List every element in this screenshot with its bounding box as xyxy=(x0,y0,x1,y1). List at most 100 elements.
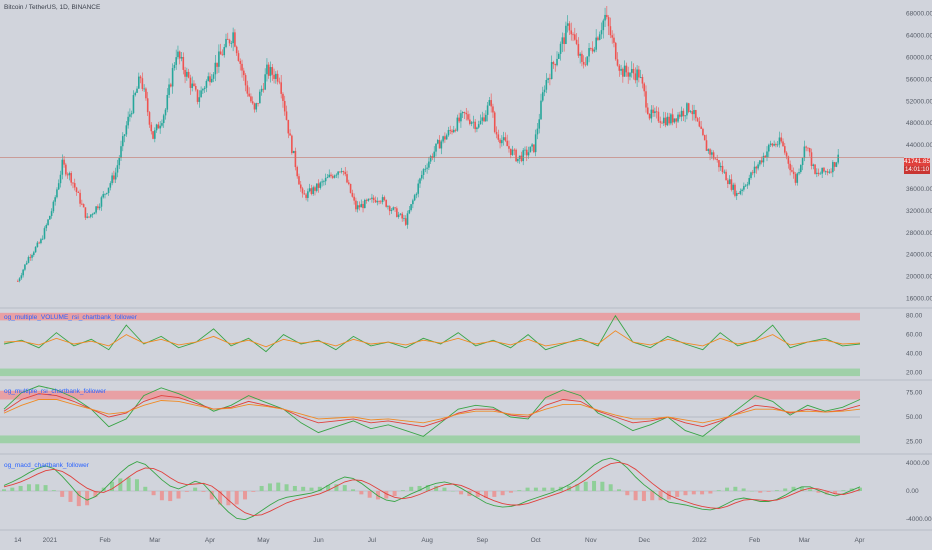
macd-histogram-bar xyxy=(60,491,65,497)
candle-body xyxy=(524,149,526,151)
macd-histogram-bar xyxy=(334,484,339,491)
candle-body xyxy=(408,210,411,214)
candle-body xyxy=(787,156,790,164)
macd-histogram-bar xyxy=(841,490,846,491)
macd-histogram-bar xyxy=(126,477,131,491)
price-tick-label: 16000.00 xyxy=(906,296,932,303)
volume-rsi-oversold-band xyxy=(0,368,860,377)
macd-histogram-bar xyxy=(484,491,489,498)
candle-body xyxy=(232,32,234,44)
candle-body xyxy=(525,149,528,156)
candle-body xyxy=(299,184,302,189)
candle-body xyxy=(50,211,53,216)
candle-body xyxy=(339,171,341,173)
candle-body xyxy=(218,51,220,67)
candle-body xyxy=(20,275,23,279)
candle-body xyxy=(485,114,487,122)
candle-body xyxy=(435,143,437,152)
macd-histogram-bar xyxy=(691,491,696,495)
macd-histogram-bar xyxy=(359,491,364,495)
candle-body xyxy=(517,158,519,162)
candle-body xyxy=(381,197,384,203)
candle-body xyxy=(283,100,286,112)
candle-body xyxy=(210,78,213,83)
price-tick-label: 60000.00 xyxy=(906,55,932,62)
time-tick-label: Apr xyxy=(205,537,216,544)
candle-body xyxy=(173,64,176,69)
candle-body xyxy=(785,152,788,157)
candle-body xyxy=(508,146,510,149)
time-tick-label: Mar xyxy=(149,537,161,544)
candle-body xyxy=(743,186,745,190)
candle-body xyxy=(73,183,76,188)
macd-histogram-bar xyxy=(134,479,139,491)
candle-body xyxy=(168,84,170,95)
candle-body xyxy=(509,148,512,155)
macd-histogram-bar xyxy=(218,491,223,505)
candle-body xyxy=(552,62,555,65)
candle-body xyxy=(563,37,565,44)
candle-body xyxy=(529,146,532,153)
volume-rsi-title[interactable]: og_multiple_VOLUME_rsi_chartbank_followe… xyxy=(4,314,137,321)
candle-body xyxy=(175,57,177,65)
candle-body xyxy=(143,88,145,90)
candle-body xyxy=(31,255,33,258)
candle-body xyxy=(81,203,83,205)
macd-histogram-bar xyxy=(367,491,372,498)
candle-body xyxy=(753,166,756,174)
candle-body xyxy=(209,76,211,83)
candle-body xyxy=(113,175,115,180)
candle-body xyxy=(732,184,734,190)
candle-body xyxy=(492,106,494,113)
candle-body xyxy=(417,183,420,194)
candle-body xyxy=(613,37,615,43)
candle-body xyxy=(253,103,256,110)
macd-histogram-bar xyxy=(276,482,281,491)
candle-body xyxy=(550,62,553,80)
candle-body xyxy=(43,228,46,239)
candle-body xyxy=(454,129,457,131)
symbol-title[interactable]: Bitcoin / TetherUS, 1D, BINANCE xyxy=(4,4,101,11)
price-tick-label: 32000.00 xyxy=(906,208,932,215)
multiple-rsi-title[interactable]: og_multiple_rsi_chartbank_follower xyxy=(4,388,106,395)
macd-histogram-bar xyxy=(151,491,156,496)
candle-body xyxy=(590,48,592,49)
candle-body xyxy=(796,173,799,183)
candle-body xyxy=(807,147,809,149)
candle-body xyxy=(661,122,663,124)
candle-body xyxy=(751,172,754,174)
candle-body xyxy=(737,193,740,194)
candle-body xyxy=(476,127,478,130)
candle-body xyxy=(789,163,791,171)
macd-histogram-bar xyxy=(849,488,854,491)
candle-body xyxy=(472,121,475,123)
candle-body xyxy=(572,34,574,36)
candle-body xyxy=(488,100,491,106)
candle-body xyxy=(655,111,658,113)
candle-body xyxy=(817,172,820,175)
candle-body xyxy=(515,149,517,162)
candle-body xyxy=(730,179,733,190)
candle-body xyxy=(394,207,396,209)
candle-body xyxy=(707,149,710,151)
macd-title[interactable]: og_macd_chartbank_follower xyxy=(4,462,89,469)
candle-body xyxy=(486,105,489,115)
candle-body xyxy=(673,118,676,123)
candle-body xyxy=(237,53,240,61)
candle-body xyxy=(241,63,243,71)
macd-histogram-bar xyxy=(234,491,239,505)
candle-body xyxy=(75,187,78,192)
macd-histogram-bar xyxy=(533,487,538,491)
candle-body xyxy=(130,113,133,115)
candle-body xyxy=(727,180,729,184)
candle-body xyxy=(24,264,26,270)
candle-body xyxy=(769,143,772,145)
candle-body xyxy=(404,218,407,225)
candle-body xyxy=(650,109,653,119)
candle-body xyxy=(444,136,446,140)
price-tick-label: 48000.00 xyxy=(906,120,932,127)
candle-body xyxy=(118,157,121,166)
volume-rsi-tick-label: 80.00 xyxy=(906,313,923,320)
candle-body xyxy=(581,53,583,62)
